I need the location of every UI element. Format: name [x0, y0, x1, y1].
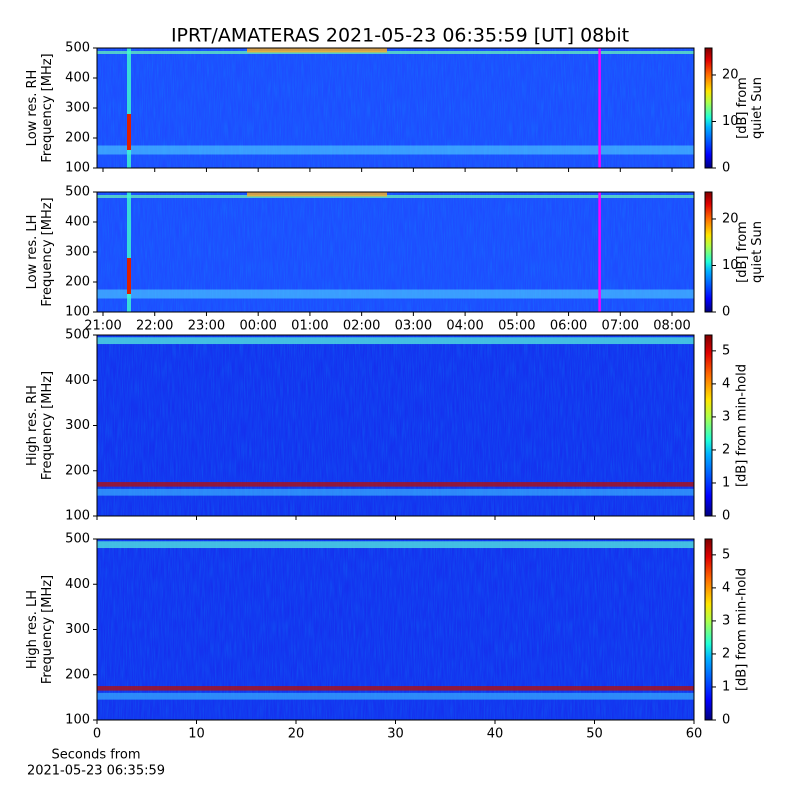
- colorbar: [704, 47, 713, 169]
- x-tick-label: 10: [188, 727, 205, 742]
- colorbar-label: [dB] from: [735, 221, 750, 283]
- y-tick-label: 400: [65, 215, 90, 230]
- y-tick-label: 400: [65, 373, 90, 388]
- y-axis-label: Frequency [MHz]: [40, 371, 55, 480]
- interference-band: [97, 488, 694, 496]
- colorbar-label: [dB] from min-hold: [735, 364, 750, 487]
- colorbar-tick-label: 3: [722, 409, 730, 424]
- title: IPRT/AMATERAS 2021-05-23 06:35:59 [UT] 0…: [171, 25, 629, 47]
- colorbar-label: quiet Sun: [750, 221, 765, 283]
- y-axis-label: High res. RH: [25, 385, 40, 466]
- x-tick-label: 06:00: [550, 319, 587, 334]
- burst: [127, 192, 131, 312]
- emission-band: [97, 541, 694, 549]
- x-tick-label: 21:00: [84, 319, 121, 334]
- x-tick-label: 30: [387, 727, 404, 742]
- colorbar-tick-label: 10: [722, 114, 739, 129]
- x-tick-label: 05:00: [498, 319, 535, 334]
- colorbar-tick-label: 4: [722, 580, 730, 595]
- x-tick-label: 00:00: [239, 319, 276, 334]
- colorbar-tick-label: 1: [722, 679, 730, 694]
- colorbar: [704, 334, 713, 517]
- emission-band: [247, 192, 387, 197]
- colorbar: [704, 538, 713, 721]
- x-tick-label: 03:00: [395, 319, 432, 334]
- interference-band: [97, 686, 694, 691]
- x-tick-label: 0: [93, 727, 101, 742]
- colorbar-tick-label: 2: [722, 442, 730, 457]
- colorbar-tick-label: 0: [722, 509, 730, 524]
- y-tick-label: 500: [65, 41, 90, 56]
- y-tick-label: 300: [65, 622, 90, 637]
- x-tick-label: 02:00: [343, 319, 380, 334]
- y-tick-label: 300: [65, 245, 90, 260]
- x-tick-label: 22:00: [136, 319, 173, 334]
- y-tick-label: 300: [65, 418, 90, 433]
- y-tick-label: 300: [65, 101, 90, 116]
- colorbar-tick-label: 0: [722, 161, 730, 176]
- colorbar-tick-label: 20: [722, 67, 739, 82]
- emission-band: [97, 51, 694, 54]
- colorbar-tick-label: 20: [722, 211, 739, 226]
- colorbar-tick-label: 0: [722, 305, 730, 320]
- emission-band: [97, 195, 694, 198]
- y-tick-label: 500: [65, 328, 90, 343]
- colorbar-label: quiet Sun: [750, 77, 765, 139]
- colorbar-tick-label: 1: [722, 475, 730, 490]
- y-tick-label: 100: [65, 161, 90, 176]
- x-axis-label: Seconds from: [51, 748, 140, 763]
- y-tick-label: 200: [65, 463, 90, 478]
- interference-band: [97, 482, 694, 487]
- y-tick-label: 100: [65, 509, 90, 524]
- y-tick-label: 400: [65, 71, 90, 86]
- x-tick-label: 20: [288, 727, 305, 742]
- x-axis-label: 2021-05-23 06:35:59: [27, 764, 165, 779]
- y-tick-label: 100: [65, 305, 90, 320]
- colorbar-tick-label: 2: [722, 646, 730, 661]
- y-tick-label: 200: [65, 667, 90, 682]
- colorbar-tick-label: 3: [722, 613, 730, 628]
- interference-band: [97, 692, 694, 700]
- y-axis-label: Low res. RH: [25, 70, 40, 147]
- x-tick-label: 50: [586, 727, 603, 742]
- x-tick-label: 40: [487, 727, 504, 742]
- y-axis-label: Frequency [MHz]: [40, 53, 55, 162]
- x-tick-label: 07:00: [602, 319, 639, 334]
- colorbar-tick-label: 10: [722, 258, 739, 273]
- colorbar-tick-label: 5: [722, 343, 730, 358]
- y-axis-label: Low res. LH: [25, 215, 40, 290]
- x-tick-label: 60: [686, 727, 703, 742]
- colorbar-label: [dB] from min-hold: [735, 568, 750, 691]
- burst-core: [127, 258, 131, 294]
- burst-core: [127, 114, 131, 150]
- colorbar-tick-label: 5: [722, 547, 730, 562]
- y-tick-label: 200: [65, 131, 90, 146]
- x-tick-label: 23:00: [188, 319, 225, 334]
- x-tick-label: 04:00: [446, 319, 483, 334]
- emission-band: [97, 289, 694, 299]
- burst: [127, 48, 131, 168]
- x-tick-label: 08:00: [653, 319, 690, 334]
- y-tick-label: 500: [65, 532, 90, 547]
- y-axis-label: Frequency [MHz]: [40, 575, 55, 684]
- y-tick-label: 200: [65, 275, 90, 290]
- emission-band: [97, 337, 694, 345]
- y-tick-label: 400: [65, 577, 90, 592]
- emission-band: [97, 145, 694, 155]
- y-tick-label: 100: [65, 713, 90, 728]
- x-tick-label: 01:00: [291, 319, 328, 334]
- y-axis-label: Frequency [MHz]: [40, 197, 55, 306]
- colorbar-tick-label: 0: [722, 713, 730, 728]
- y-axis-label: High res. LH: [25, 590, 40, 669]
- colorbar: [704, 191, 713, 313]
- colorbar-label: [dB] from: [735, 77, 750, 139]
- emission-band: [247, 48, 387, 53]
- y-tick-label: 500: [65, 185, 90, 200]
- colorbar-tick-label: 4: [722, 376, 730, 391]
